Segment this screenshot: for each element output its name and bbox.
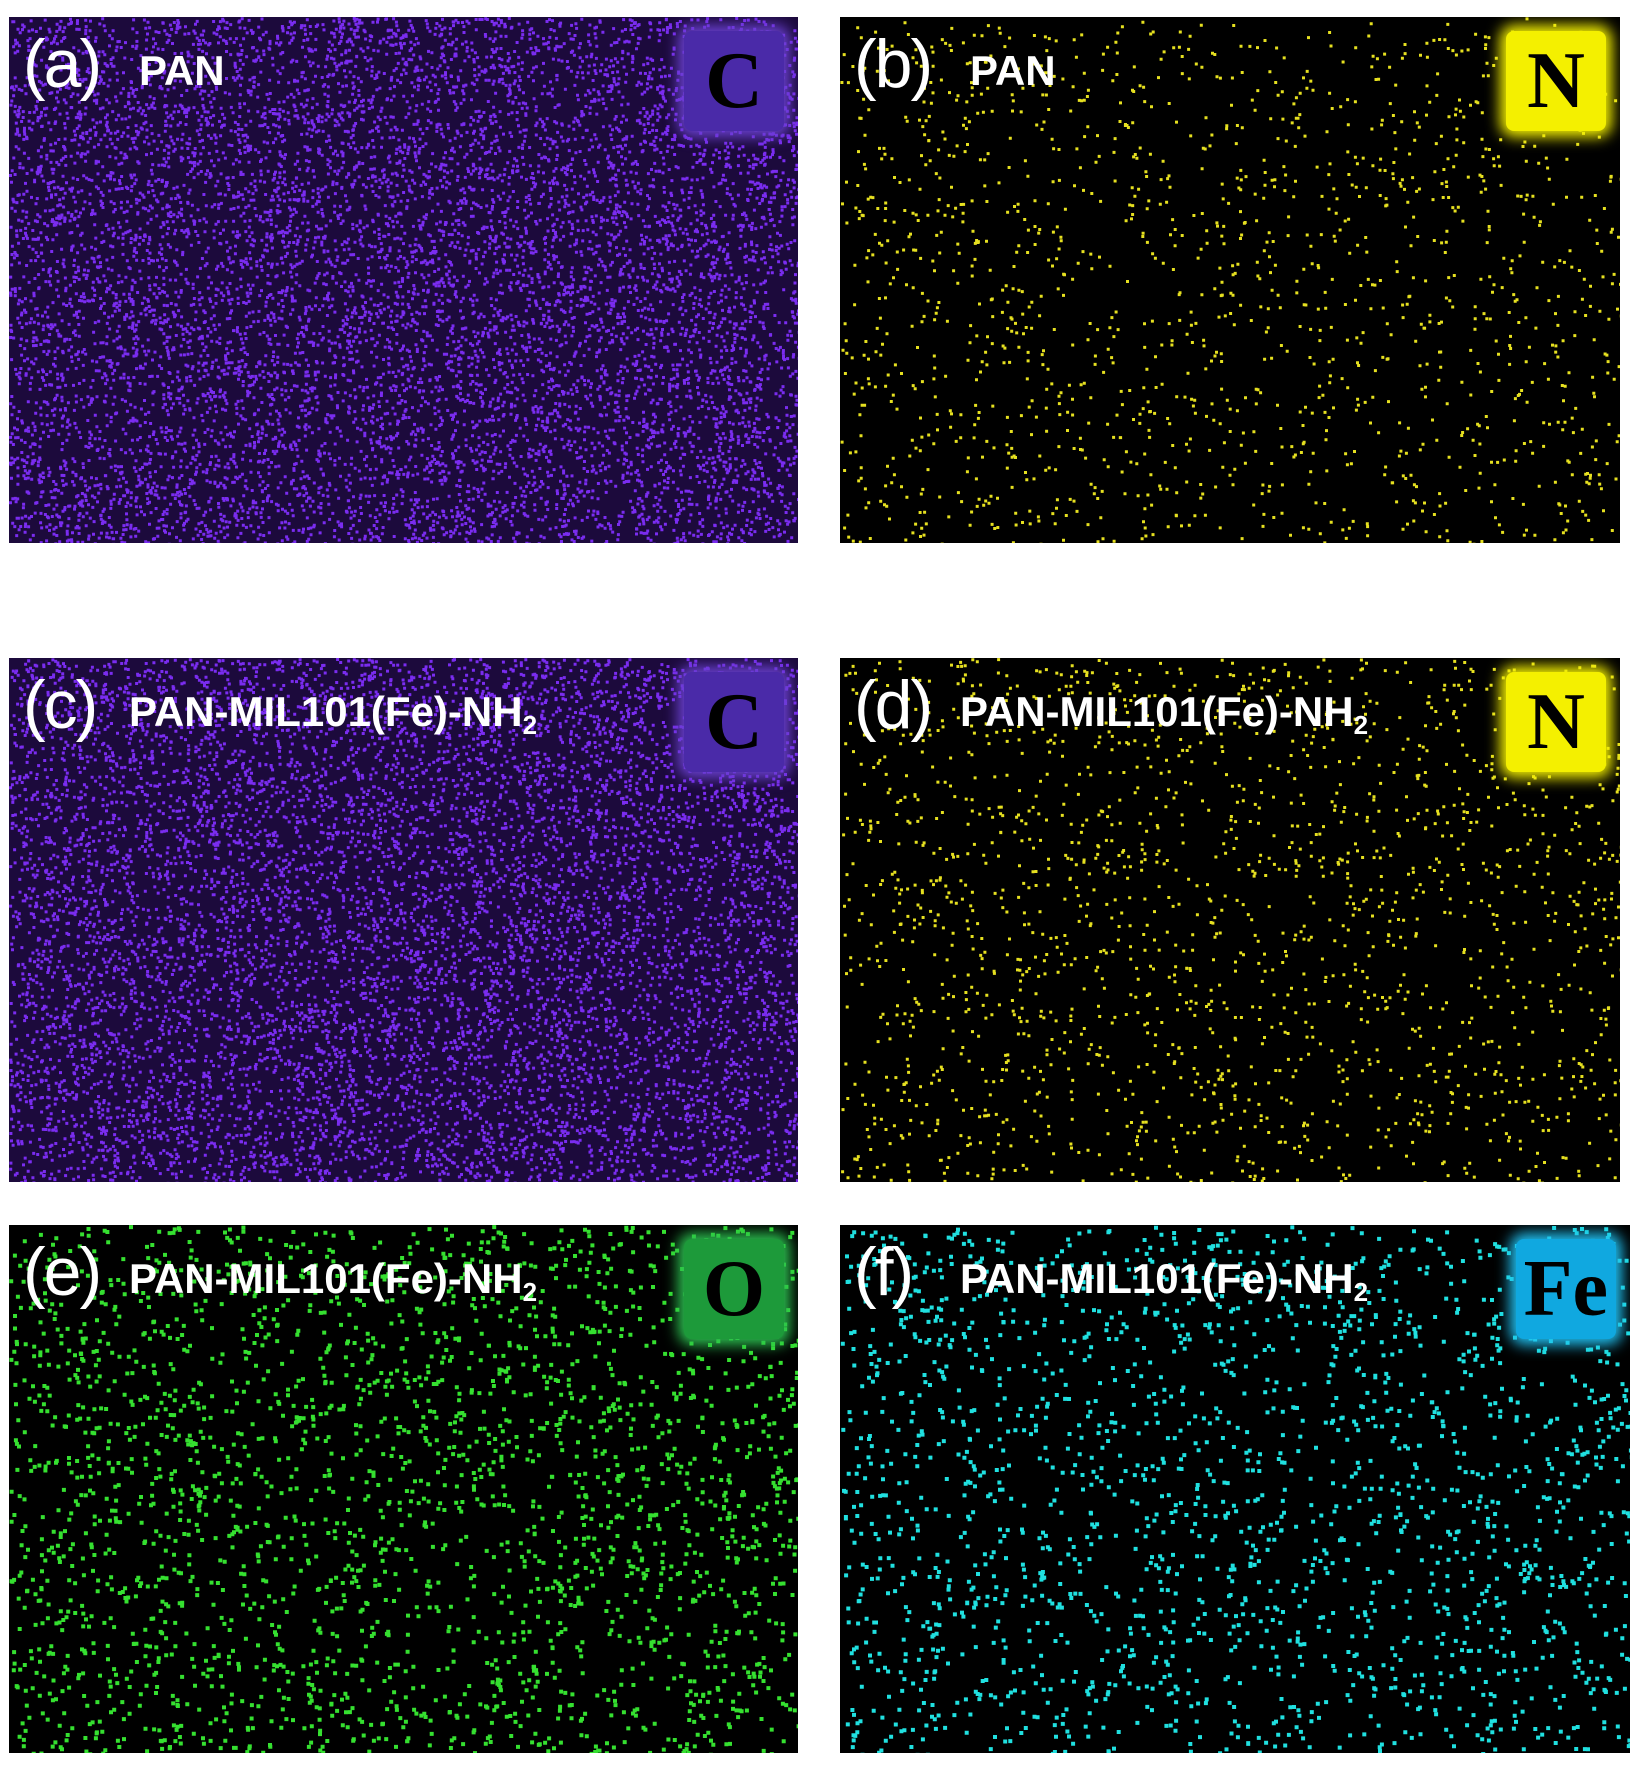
element-badge: N <box>1506 31 1606 131</box>
dots <box>840 17 1620 543</box>
sample-name: PAN-MIL101(Fe)-NH <box>129 1255 523 1302</box>
map-panel: (b) PAN N <box>840 17 1620 543</box>
sample-label: PAN-MIL101(Fe)-NH2 <box>129 688 537 741</box>
sample-label: PAN-MIL101(Fe)-NH2 <box>960 688 1368 741</box>
map-panel: (e) PAN-MIL101(Fe)-NH2 O <box>9 1225 798 1753</box>
dots <box>9 17 798 543</box>
sample-subscript: 2 <box>522 710 538 740</box>
panel-letter: (b) <box>854 26 933 102</box>
sample-name: PAN <box>139 47 225 94</box>
panel-letter: (e) <box>23 1234 102 1310</box>
element-dots <box>9 17 798 543</box>
map-panel: (f) PAN-MIL101(Fe)-NH2 Fe <box>840 1225 1630 1753</box>
sample-subscript: 2 <box>522 1277 538 1307</box>
element-badge: C <box>684 672 784 772</box>
sample-label: PAN-MIL101(Fe)-NH2 <box>129 1255 537 1308</box>
sample-label: PAN <box>970 47 1056 95</box>
element-dots <box>9 658 798 1182</box>
panel-letter: (c) <box>23 667 98 743</box>
sample-subscript: 2 <box>1353 1277 1369 1307</box>
map-panel: (d) PAN-MIL101(Fe)-NH2 N <box>840 658 1620 1182</box>
sample-name: PAN-MIL101(Fe)-NH <box>960 688 1354 735</box>
sample-name: PAN-MIL101(Fe)-NH <box>129 688 523 735</box>
panel-letter: (d) <box>854 667 933 743</box>
element-badge: N <box>1506 672 1606 772</box>
sample-label: PAN <box>139 47 225 95</box>
element-dots <box>840 17 1620 543</box>
sample-label: PAN-MIL101(Fe)-NH2 <box>960 1255 1368 1308</box>
element-dots <box>9 1225 798 1753</box>
panel-letter: (a) <box>23 26 102 102</box>
sample-name: PAN-MIL101(Fe)-NH <box>960 1255 1354 1302</box>
map-panel: (a) PAN C <box>9 17 798 543</box>
sample-name: PAN <box>970 47 1056 94</box>
element-dots <box>841 658 1620 1182</box>
element-badge: C <box>684 31 784 131</box>
dots <box>9 1225 798 1753</box>
dots <box>840 1225 1630 1753</box>
dots <box>9 658 798 1182</box>
dots <box>841 658 1620 1182</box>
sample-subscript: 2 <box>1353 710 1369 740</box>
element-badge: Fe <box>1515 1239 1616 1339</box>
element-badge: O <box>684 1239 784 1339</box>
map-panel: (c) PAN-MIL101(Fe)-NH2 C <box>9 658 798 1182</box>
element-dots <box>840 1225 1630 1753</box>
panel-letter: (f) <box>854 1234 914 1310</box>
